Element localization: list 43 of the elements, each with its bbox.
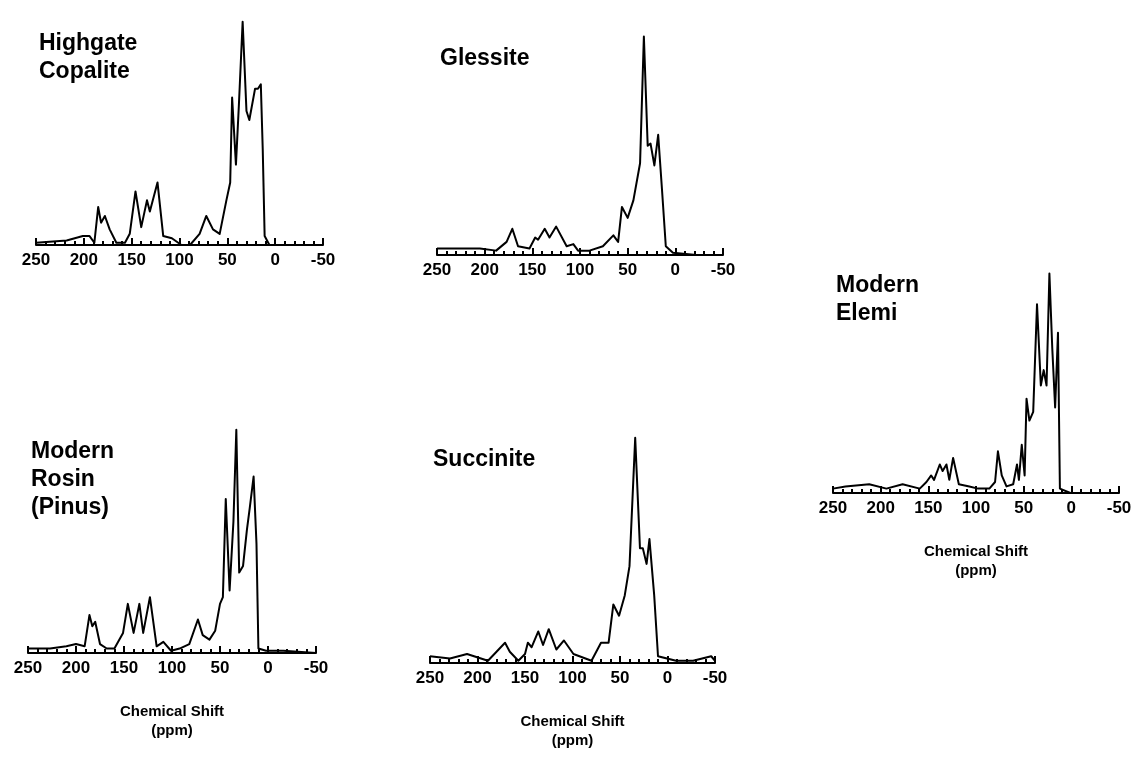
x-tick-label: 50 [217, 250, 237, 269]
x-tick-label: 50 [1014, 498, 1034, 517]
text: Modern Elemi [836, 271, 920, 325]
x-tick-label: 0 [1066, 498, 1077, 517]
x-tick-label: 100 [565, 260, 595, 279]
x-tick-label: 150 [914, 498, 943, 517]
x-tick-label: 200 [470, 260, 499, 279]
x-tick-label: 250 [415, 668, 445, 687]
x-tick-label: 150 [510, 668, 540, 687]
x-tick-label: 100 [157, 658, 187, 677]
x-tick-label: 0 [662, 668, 673, 687]
x-axis-title: Chemical Shift (ppm) [119, 702, 225, 738]
x-tick-label: -50 [303, 658, 329, 677]
chart-title: Glessite [440, 44, 530, 70]
x-tick-label: 200 [463, 668, 492, 687]
chart-title: Succinite [433, 445, 536, 471]
x-tick-label: 100 [961, 498, 991, 517]
x-tick-label: 200 [866, 498, 895, 517]
x-tick-label: 100 [165, 250, 194, 269]
x-tick-label: 0 [270, 250, 280, 269]
x-tick-label: -50 [1106, 498, 1132, 517]
x-tick-label: -50 [310, 250, 336, 269]
x-tick-label: -50 [710, 260, 736, 279]
x-tick-label: 50 [210, 658, 230, 677]
x-tick-label: 200 [61, 658, 91, 677]
x-tick-label: 200 [69, 250, 99, 269]
x-tick-label: 150 [518, 260, 547, 279]
x-tick-label: 100 [558, 668, 587, 687]
x-tick-label: 150 [109, 658, 139, 677]
x-tick-label: 150 [117, 250, 146, 269]
x-axis-title: Chemical Shift (ppm) [923, 542, 1029, 578]
x-tick-label: 250 [21, 250, 51, 269]
x-tick-label: -50 [702, 668, 728, 687]
x-axis-title: Chemical Shift (ppm) [520, 712, 625, 748]
text: Modern Rosin (Pinus) [31, 437, 115, 519]
text: Highgate Copalite [39, 29, 138, 83]
x-tick-label: 250 [13, 658, 43, 677]
x-tick-label: 250 [818, 498, 848, 517]
x-tick-label: 50 [618, 260, 638, 279]
x-tick-label: 50 [610, 668, 630, 687]
x-tick-label: 0 [670, 260, 681, 279]
x-tick-label: 250 [422, 260, 452, 279]
x-tick-label: 0 [263, 658, 273, 677]
